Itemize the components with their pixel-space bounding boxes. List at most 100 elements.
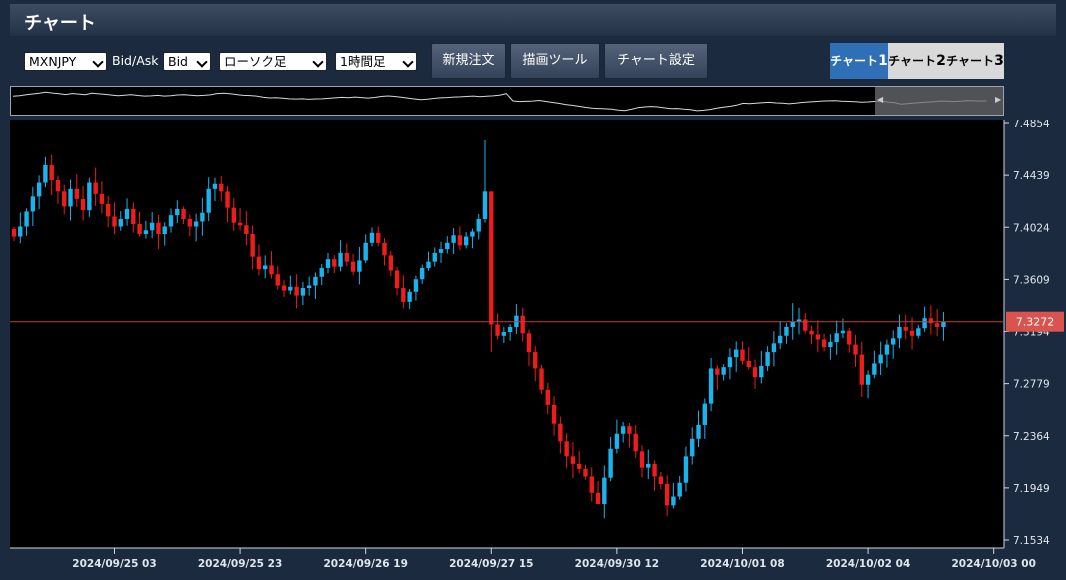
candle-body <box>124 208 130 219</box>
candle-body <box>394 270 400 289</box>
candle <box>715 365 720 390</box>
bidask-select[interactable]: Bid <box>163 52 211 71</box>
candle <box>533 346 538 382</box>
candle <box>752 359 758 389</box>
candle <box>577 451 582 474</box>
timeframe-select[interactable]: 1時間足 <box>335 52 417 71</box>
candlestick-chart[interactable]: 7.48547.44397.40247.36097.31947.27797.23… <box>10 118 1066 576</box>
chart-navigator[interactable]: ◀ ▶ <box>10 86 1004 116</box>
candle <box>200 197 205 236</box>
tab-chart-1[interactable]: チャート1 <box>830 43 888 79</box>
candle <box>463 231 469 249</box>
candle-body <box>828 342 833 348</box>
candle-body <box>24 211 29 227</box>
candle-body <box>18 226 23 237</box>
chart-settings-button[interactable]: チャート設定 <box>604 43 708 79</box>
candle <box>708 357 714 412</box>
candle <box>394 266 400 296</box>
candle-body <box>482 191 488 219</box>
candle <box>49 154 54 196</box>
candle-body <box>187 218 193 227</box>
candle-body <box>853 344 858 355</box>
tab-chart-3[interactable]: チャート3 <box>946 43 1004 79</box>
x-tick-label: 2024/09/25 23 <box>198 558 282 570</box>
chart-type-select[interactable]: ローソク足 <box>219 52 327 71</box>
candle <box>87 177 92 217</box>
candle-body <box>275 274 280 286</box>
candle-body <box>219 183 224 192</box>
candle-body <box>671 496 676 506</box>
candle-body <box>777 335 783 344</box>
candle-body <box>633 433 638 452</box>
x-tick-label: 2024/10/02 04 <box>826 558 910 570</box>
candle <box>388 250 393 277</box>
candle <box>941 311 946 341</box>
x-tick-label: 2024/09/26 19 <box>323 558 407 570</box>
candle-body <box>11 229 17 237</box>
tab-chart-2[interactable]: チャート2 <box>888 43 946 79</box>
candle <box>765 346 770 372</box>
scroll-right-icon[interactable]: ▶ <box>995 95 1002 104</box>
candle-body <box>759 365 764 378</box>
candle-body <box>646 463 651 468</box>
candle-body <box>43 164 48 183</box>
navigator-range-handle[interactable] <box>875 87 1003 115</box>
drawing-tools-button[interactable]: 描画ツール <box>510 43 600 79</box>
chevron-down-icon <box>402 56 414 68</box>
candle <box>683 446 689 492</box>
candle-body <box>507 326 513 333</box>
candle-body <box>112 216 117 227</box>
candle-body <box>401 288 406 302</box>
candle <box>420 264 425 284</box>
candle-body <box>897 326 902 339</box>
candle <box>106 195 111 228</box>
candle <box>80 186 86 221</box>
candle-body <box>294 286 299 296</box>
candle <box>897 314 902 349</box>
x-tick-label: 2024/09/25 03 <box>72 558 156 570</box>
x-tick-label: 2024/09/27 15 <box>449 558 533 570</box>
candle-body <box>445 242 450 250</box>
price-chart[interactable]: 7.4854 7.4439 7.4024 7.3609 7.3194 7.2779 7.23… <box>10 118 1066 576</box>
candle <box>558 416 563 454</box>
candle <box>350 254 356 276</box>
candle-body <box>495 324 500 336</box>
candle <box>30 186 36 227</box>
candle <box>457 226 463 251</box>
scroll-left-icon[interactable]: ◀ <box>877 95 884 104</box>
candle <box>470 228 475 249</box>
candle <box>796 307 802 335</box>
candle <box>237 207 243 231</box>
candle-body <box>752 367 758 378</box>
candle-body <box>181 208 186 219</box>
candle-body <box>149 222 155 231</box>
candle-body <box>784 326 789 336</box>
current-price-label: 7.3272 <box>1016 316 1055 329</box>
y-tick-label: 7.4854 <box>1013 120 1050 130</box>
symbol-select[interactable]: MXNJPY <box>24 52 107 71</box>
candle <box>338 240 343 272</box>
candle <box>652 460 657 491</box>
candle-body <box>244 225 249 235</box>
candle <box>903 314 908 340</box>
candle-body <box>602 477 607 505</box>
candle <box>633 425 638 459</box>
candle <box>865 370 871 399</box>
candle-body <box>369 232 375 243</box>
new-order-button[interactable]: 新規注文 <box>431 43 506 79</box>
candle <box>759 350 764 384</box>
candle <box>168 208 174 233</box>
candle-body <box>558 423 563 442</box>
candle-body <box>872 363 877 375</box>
candle <box>696 410 701 448</box>
candle-body <box>357 260 362 272</box>
candle-body <box>765 352 770 366</box>
candle-body <box>551 404 557 424</box>
candle <box>93 167 98 206</box>
candle <box>734 341 739 372</box>
candle <box>300 281 306 306</box>
candle <box>118 210 123 231</box>
candle-body <box>539 368 544 390</box>
candle-body <box>319 267 324 277</box>
candle-body <box>847 330 852 345</box>
